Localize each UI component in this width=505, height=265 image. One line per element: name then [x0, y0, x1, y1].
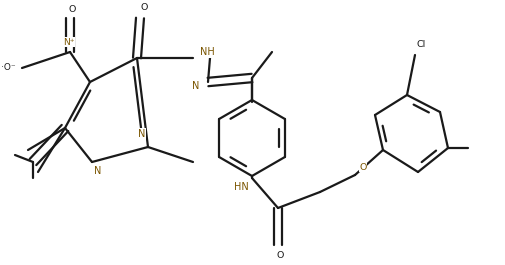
Text: O: O — [68, 5, 76, 14]
Text: N: N — [192, 81, 199, 91]
Text: NH: NH — [199, 47, 214, 57]
Text: O: O — [140, 3, 147, 12]
Text: N⁺: N⁺ — [63, 38, 75, 46]
Text: N: N — [138, 129, 145, 139]
Text: ·O⁻: ·O⁻ — [1, 63, 15, 72]
Text: HN: HN — [233, 182, 248, 192]
Text: O: O — [276, 250, 283, 259]
Text: O: O — [359, 162, 366, 171]
Text: Cl: Cl — [416, 39, 425, 48]
Text: N: N — [94, 166, 102, 176]
